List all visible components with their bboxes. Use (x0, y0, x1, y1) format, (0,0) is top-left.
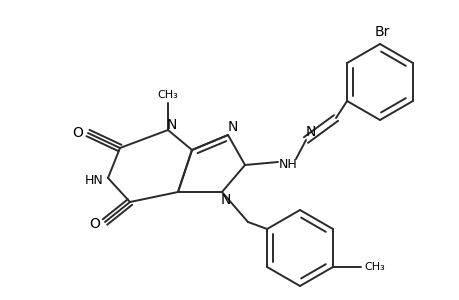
Text: N: N (220, 193, 231, 207)
Text: N: N (167, 118, 177, 132)
Text: HN: HN (84, 173, 103, 187)
Text: NH: NH (278, 158, 297, 170)
Text: N: N (305, 125, 315, 139)
Text: O: O (90, 217, 100, 231)
Text: CH₃: CH₃ (364, 262, 385, 272)
Text: Br: Br (374, 25, 389, 39)
Text: N: N (227, 120, 238, 134)
Text: O: O (73, 126, 83, 140)
Text: CH₃: CH₃ (157, 90, 178, 100)
